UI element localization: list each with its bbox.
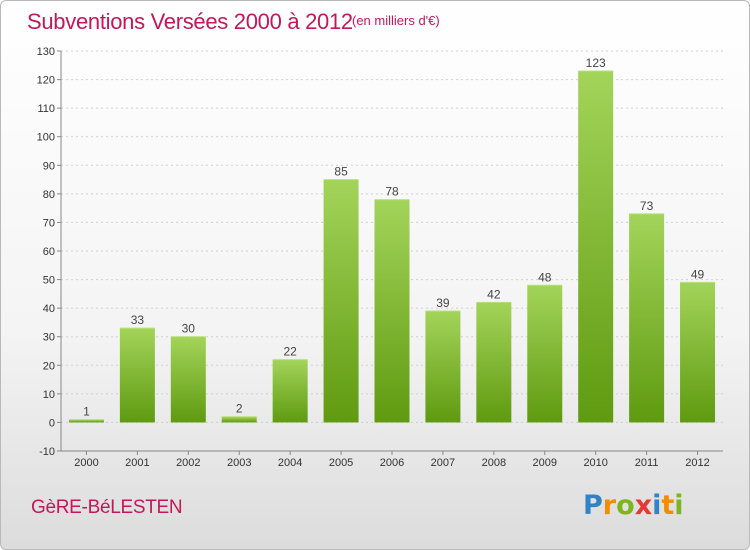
bar bbox=[221, 416, 257, 423]
data-label: 73 bbox=[640, 199, 654, 213]
logo-letter: o bbox=[616, 490, 635, 521]
y-tick-label: 40 bbox=[43, 303, 55, 315]
unit-note: (en milliers d'€) bbox=[352, 13, 440, 28]
chart-title: Subventions Versées 2000 à 2012 bbox=[27, 9, 353, 34]
logo-letter: P bbox=[583, 490, 603, 521]
x-tick-label: 2012 bbox=[685, 457, 709, 469]
data-label: 39 bbox=[436, 296, 450, 310]
bar bbox=[680, 282, 716, 423]
bar bbox=[119, 328, 155, 423]
y-tick-label: -10 bbox=[39, 446, 55, 458]
bar bbox=[272, 359, 308, 423]
bar bbox=[476, 302, 512, 423]
bar bbox=[425, 311, 461, 423]
bars bbox=[68, 70, 716, 423]
commune-name: GèRE-BéLESTEN bbox=[31, 497, 183, 518]
bar bbox=[323, 179, 359, 423]
data-label: 42 bbox=[487, 287, 501, 301]
bar bbox=[374, 199, 410, 423]
y-tick-label: 50 bbox=[43, 275, 55, 287]
x-tick-label: 2010 bbox=[583, 457, 607, 469]
logo-letter: i bbox=[652, 490, 662, 521]
data-label: 78 bbox=[385, 185, 399, 199]
data-label: 85 bbox=[334, 165, 348, 179]
labels: -10 0 10 20 30 40 50 60 70 80 90 100 110 120 130 1 2000 3… bbox=[37, 46, 710, 469]
y-tick-label: 10 bbox=[43, 389, 55, 401]
x-tick-label: 2011 bbox=[635, 457, 659, 469]
y-tick-label: 20 bbox=[43, 360, 55, 372]
y-tick-label: 130 bbox=[37, 46, 55, 58]
data-label: 49 bbox=[691, 267, 705, 281]
x-tick-label: 2002 bbox=[176, 457, 200, 469]
x-tick-label: 2007 bbox=[431, 457, 455, 469]
y-tick-label: 70 bbox=[43, 217, 55, 229]
proxiti-logo: Proxiti bbox=[583, 490, 684, 521]
x-tick-label: 2003 bbox=[227, 457, 251, 469]
axes bbox=[57, 50, 723, 455]
data-label: 22 bbox=[283, 345, 297, 359]
y-tick-label: 100 bbox=[37, 132, 55, 144]
bar bbox=[629, 213, 665, 423]
x-tick-label: 2008 bbox=[482, 457, 506, 469]
logo-letter: r bbox=[602, 490, 617, 521]
y-tick-label: 30 bbox=[43, 332, 55, 344]
y-tick-label: 90 bbox=[43, 160, 55, 172]
data-label: 48 bbox=[538, 270, 552, 284]
y-tick-label: 0 bbox=[49, 417, 55, 429]
x-tick-label: 2001 bbox=[125, 457, 149, 469]
logo-letter: x bbox=[634, 490, 653, 521]
data-label: 123 bbox=[586, 56, 606, 70]
y-tick-label: 60 bbox=[43, 246, 55, 258]
logo-letter: i bbox=[674, 490, 684, 521]
x-tick-label: 2000 bbox=[74, 457, 98, 469]
data-label: 30 bbox=[182, 322, 196, 336]
data-label: 33 bbox=[131, 313, 145, 327]
data-label: 1 bbox=[83, 405, 90, 419]
y-tick-label: 120 bbox=[37, 75, 55, 87]
y-tick-label: 110 bbox=[37, 103, 55, 115]
data-label: 2 bbox=[236, 402, 243, 416]
x-tick-label: 2009 bbox=[533, 457, 557, 469]
logo-letter: t bbox=[661, 490, 675, 521]
bar bbox=[170, 336, 206, 423]
x-tick-label: 2005 bbox=[329, 457, 353, 469]
x-tick-label: 2006 bbox=[380, 457, 404, 469]
bar bbox=[68, 419, 104, 423]
y-tick-label: 80 bbox=[43, 189, 55, 201]
x-tick-label: 2004 bbox=[278, 457, 302, 469]
bar bbox=[578, 71, 614, 423]
bar bbox=[527, 285, 563, 423]
